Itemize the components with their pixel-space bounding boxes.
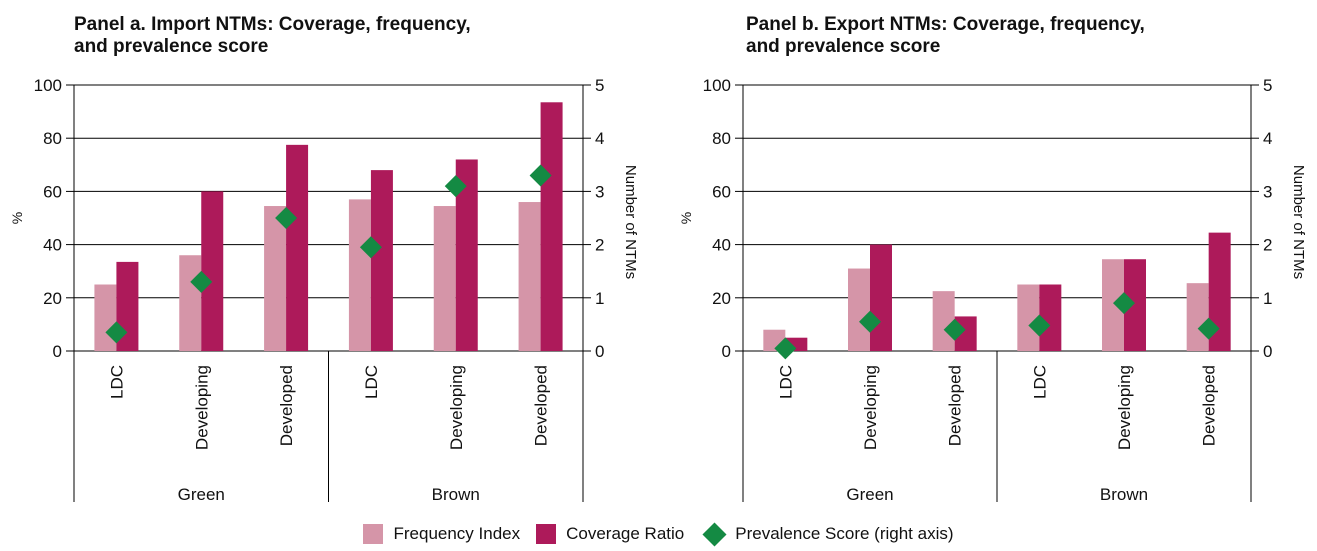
panel-a-coverage-bar bbox=[370, 170, 393, 351]
panel-b-frequency-bar bbox=[932, 291, 955, 351]
panel-b-left-tick-label: 40 bbox=[712, 236, 731, 255]
panel-b-frequency-bar bbox=[1186, 283, 1209, 351]
panel-b-right-tick-label: 5 bbox=[1263, 76, 1272, 95]
panel-a-group-label: Green bbox=[178, 485, 225, 504]
panel-a-prevalence-point bbox=[275, 207, 298, 229]
panel-b-coverage-bar bbox=[1039, 284, 1062, 351]
panel-a-category-label: Developing bbox=[192, 365, 211, 450]
panel-a-left-tick-label: 60 bbox=[43, 182, 62, 201]
legend-frequency-label: Frequency Index bbox=[393, 524, 521, 543]
panel-b-category-label: Developed bbox=[946, 365, 965, 446]
panel-b-left-tick-label: 0 bbox=[722, 342, 731, 361]
panel-b-prevalence-point bbox=[943, 318, 966, 341]
panel-a-prevalence-point bbox=[529, 164, 552, 187]
panel-b-coverage-bar bbox=[1124, 259, 1146, 351]
panel-b-chart: 0 20 40 60 80 100 0 1 2 3 4 5% Number of NTMs LDC Deve… bbox=[678, 76, 1307, 504]
panel-a-chart: 0 20 40 60 80 100 0 1 2 3 4 5% Number of NTMs LDC Deve… bbox=[9, 76, 639, 504]
panel-b-group-label: Green bbox=[846, 485, 893, 504]
panel-b-title-line2: and prevalence score bbox=[746, 36, 941, 57]
panel-a-prevalence-point bbox=[190, 270, 213, 293]
panel-a-coverage-bar bbox=[455, 159, 478, 351]
panel-a-title: Panel a. Import NTMs: Coverage, frequenc… bbox=[74, 14, 634, 58]
panel-a-category-label: Developed bbox=[532, 365, 551, 446]
panel-b-title-line1: Panel b. Export NTMs: Coverage, frequenc… bbox=[746, 14, 1145, 35]
panel-a-frequency-bar bbox=[94, 284, 117, 351]
panel-a-right-tick-label: 3 bbox=[595, 182, 604, 201]
panel-b-right-tick-label: 3 bbox=[1263, 182, 1272, 201]
panel-a-frequency-bar bbox=[433, 206, 456, 351]
panel-a-left-tick-label: 40 bbox=[43, 236, 62, 255]
legend-frequency: Frequency Index bbox=[363, 524, 520, 544]
panel-a-y2label: Number of NTMs bbox=[622, 165, 639, 279]
panel-a-left-tick-label: 100 bbox=[34, 76, 62, 95]
panel-b-right-tick-label: 1 bbox=[1263, 289, 1272, 308]
panel-b-category-label: LDC bbox=[776, 365, 795, 399]
panel-a-frequency-bar bbox=[264, 206, 287, 351]
panel-a-right-tick-label: 5 bbox=[595, 76, 604, 95]
legend-coverage-label: Coverage Ratio bbox=[566, 524, 685, 543]
panel-b-right-tick-label: 0 bbox=[1263, 342, 1272, 361]
panel-b-prevalence-point bbox=[1028, 314, 1051, 337]
panel-a-title-line2: and prevalence score bbox=[74, 36, 269, 57]
panel-a-left-tick-label: 80 bbox=[43, 129, 62, 148]
panel-b-category-label: Developing bbox=[861, 365, 880, 450]
panel-a-group-label: Brown bbox=[432, 485, 480, 504]
panel-b-left-tick-label: 20 bbox=[712, 289, 731, 308]
panel-a-coverage-bar bbox=[201, 191, 224, 351]
panel-a-prevalence-point bbox=[105, 321, 128, 344]
panel-a-right-tick-label: 0 bbox=[595, 342, 604, 361]
panel-b-left-tick-label: 80 bbox=[712, 129, 731, 148]
panel-a-right-tick-label: 4 bbox=[595, 129, 604, 148]
panel-a-right-tick-label: 1 bbox=[595, 289, 604, 308]
panel-a-frequency-bar bbox=[518, 202, 541, 351]
panel-a-prevalence-point bbox=[359, 236, 382, 259]
panel-b-frequency-bar bbox=[1102, 259, 1124, 351]
panel-b-category-label: Developed bbox=[1200, 365, 1219, 446]
panel-b-y2label: Number of NTMs bbox=[1290, 165, 1307, 279]
panel-b-title: Panel b. Export NTMs: Coverage, frequenc… bbox=[746, 14, 1306, 58]
legend: Frequency Index Coverage Ratio Prevalenc… bbox=[0, 521, 1317, 547]
panel-b-coverage-bar bbox=[870, 244, 892, 351]
panel-b-category-label: LDC bbox=[1030, 365, 1049, 399]
panel-a-category-label: LDC bbox=[107, 365, 126, 399]
panel-b-group-label: Brown bbox=[1100, 485, 1148, 504]
panel-a-category-label: Developed bbox=[277, 365, 296, 446]
panel-a-frequency-bar bbox=[348, 199, 371, 351]
panel-a-prevalence-point bbox=[444, 175, 467, 198]
panel-b-prevalence-point bbox=[774, 337, 797, 360]
panel-a-coverage-bar bbox=[540, 102, 563, 351]
panel-b-right-tick-label: 2 bbox=[1263, 236, 1272, 255]
panel-b-prevalence-point bbox=[1113, 292, 1135, 315]
panel-b-right-tick-label: 4 bbox=[1263, 129, 1272, 148]
panel-b-ylabel: % bbox=[678, 212, 694, 224]
panel-a-category-label: Developing bbox=[447, 365, 466, 450]
panel-b-frequency-bar bbox=[848, 268, 870, 351]
panel-a-right-tick-label: 2 bbox=[595, 236, 604, 255]
panel-b-left-tick-label: 60 bbox=[712, 182, 731, 201]
legend-prevalence-diamond bbox=[702, 521, 727, 547]
panel-b-prevalence-point bbox=[859, 310, 881, 333]
legend-prevalence-label: Prevalence Score (right axis) bbox=[735, 524, 954, 543]
panel-a-coverage-bar bbox=[286, 144, 309, 351]
panel-b-frequency-bar bbox=[1017, 284, 1040, 351]
legend-prevalence: Prevalence Score (right axis) bbox=[700, 521, 954, 547]
panel-b-coverage-bar bbox=[1208, 232, 1231, 351]
panel-b-prevalence-point bbox=[1197, 317, 1220, 340]
legend-coverage-swatch bbox=[536, 524, 557, 544]
legend-coverage: Coverage Ratio bbox=[536, 524, 684, 544]
panel-a-category-label: LDC bbox=[362, 365, 381, 399]
panel-b-category-label: Developing bbox=[1115, 365, 1134, 450]
panel-a-left-tick-label: 0 bbox=[53, 342, 62, 361]
panel-a-left-tick-label: 20 bbox=[43, 289, 62, 308]
panel-a-title-line1: Panel a. Import NTMs: Coverage, frequenc… bbox=[74, 14, 471, 35]
panel-a-frequency-bar bbox=[179, 255, 202, 351]
panel-a-ylabel: % bbox=[9, 212, 25, 224]
panel-b-left-tick-label: 100 bbox=[703, 76, 731, 95]
legend-frequency-swatch bbox=[363, 524, 384, 544]
